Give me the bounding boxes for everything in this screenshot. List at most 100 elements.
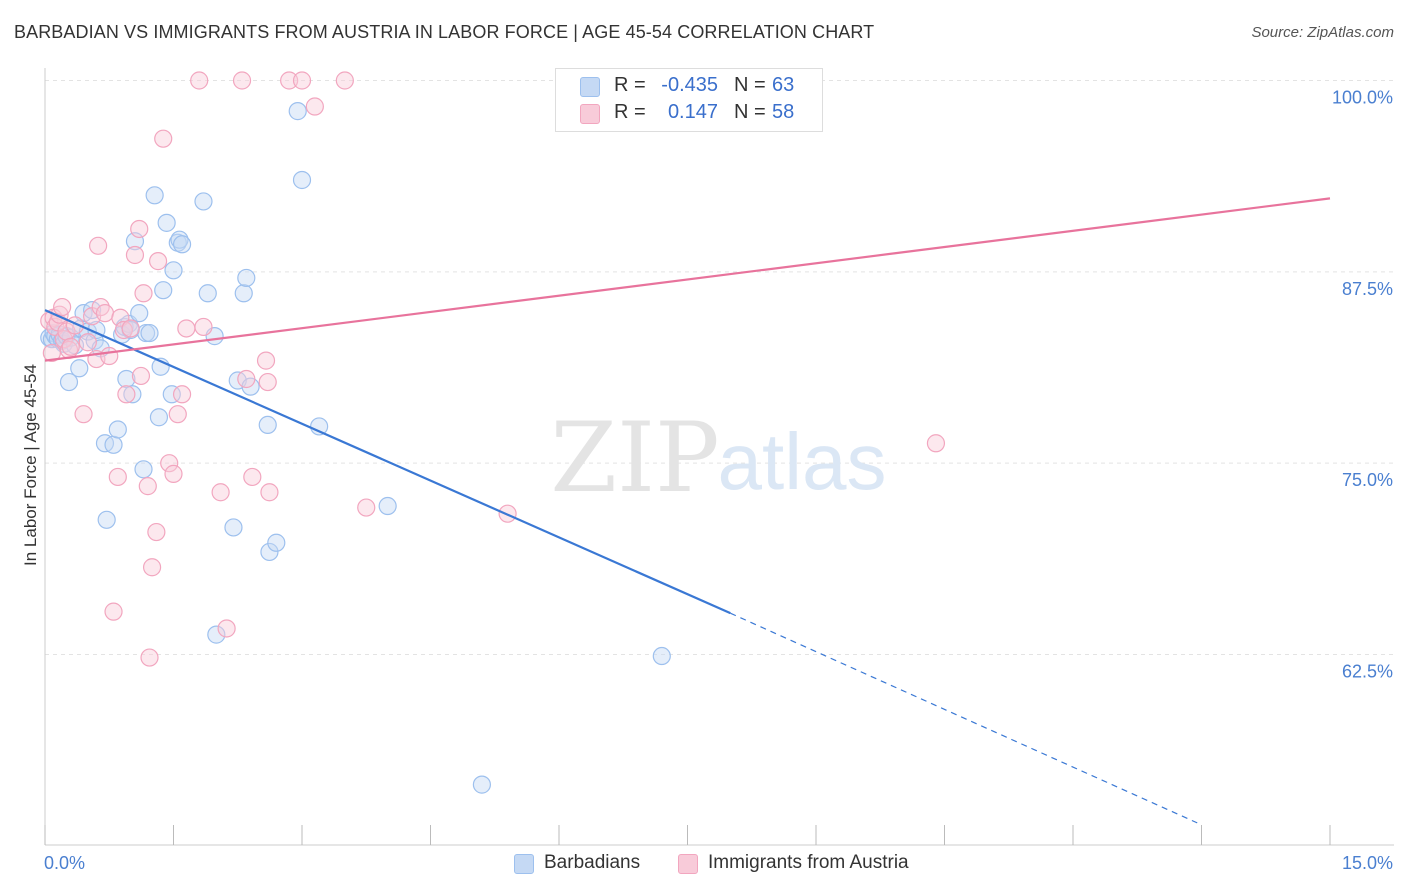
- point-barbadians: [198, 284, 217, 303]
- y-tick-label: 100.0%: [1332, 88, 1393, 108]
- y-tick-label: 75.0%: [1342, 470, 1393, 490]
- data-points: [40, 71, 946, 794]
- legend-swatch-barbadians: [580, 77, 600, 97]
- point-barbadians: [134, 460, 153, 479]
- point-austria: [95, 304, 115, 323]
- point-austria: [142, 558, 162, 577]
- n-label: N =: [734, 101, 766, 123]
- watermark-atlas: atlas: [718, 417, 887, 506]
- tick-labels: 62.5% 75.0% 87.5% 100.0% 0.0% 15.0%: [44, 88, 1393, 874]
- point-austria: [194, 317, 213, 337]
- y-tick-label: 62.5%: [1342, 662, 1393, 682]
- chart-title: BARBADIAN VS IMMIGRANTS FROM AUSTRIA IN …: [14, 22, 875, 42]
- point-barbadians: [267, 533, 286, 552]
- legend-swatch-barbadians: [514, 854, 534, 874]
- trendline-barbadians: [44, 309, 731, 615]
- point-austria: [121, 319, 140, 338]
- point-austria: [172, 385, 192, 404]
- point-austria: [154, 129, 173, 148]
- y-axis-title-wrap: In Labor Force | Age 45-54: [16, 300, 46, 630]
- point-austria: [114, 320, 133, 340]
- point-austria: [78, 333, 97, 352]
- point-barbadians: [130, 304, 149, 323]
- point-austria: [100, 346, 119, 366]
- point-barbadians: [97, 510, 116, 529]
- point-austria: [164, 464, 183, 483]
- point-barbadians: [234, 284, 253, 303]
- point-austria: [237, 369, 256, 389]
- point-barbadians: [59, 372, 79, 392]
- point-barbadians: [108, 420, 127, 439]
- n-label: N =: [734, 74, 766, 96]
- point-barbadians: [207, 625, 226, 644]
- point-austria: [160, 454, 179, 473]
- point-austria: [74, 405, 93, 424]
- point-barbadians: [378, 496, 397, 516]
- point-austria: [292, 71, 312, 90]
- r-label: R =: [614, 74, 646, 96]
- trendline-barbadians-extension: [730, 612, 1198, 824]
- legend-swatch-austria: [678, 854, 698, 874]
- point-austria: [53, 297, 72, 317]
- point-barbadians: [288, 102, 307, 121]
- point-barbadians: [260, 542, 279, 562]
- point-austria: [140, 648, 159, 667]
- point-austria: [89, 236, 108, 255]
- point-austria: [211, 483, 230, 502]
- point-barbadians: [652, 646, 671, 666]
- point-barbadians: [162, 385, 181, 404]
- point-barbadians: [194, 192, 213, 211]
- point-barbadians: [70, 359, 89, 378]
- point-barbadians: [224, 518, 243, 537]
- r-value: -0.435: [661, 74, 718, 96]
- n-value: 58: [772, 101, 795, 123]
- point-austria: [134, 284, 153, 303]
- point-austria: [217, 619, 236, 638]
- point-austria: [177, 319, 196, 338]
- point-austria: [117, 385, 136, 404]
- point-austria: [335, 71, 354, 90]
- point-austria: [357, 498, 376, 517]
- point-barbadians: [157, 213, 176, 232]
- x-tick-label: 15.0%: [1342, 853, 1393, 873]
- point-barbadians: [164, 261, 183, 280]
- stats-legend: R = -0.435 N = 63 R = 0.147 N = 58: [555, 68, 823, 132]
- point-austria: [42, 343, 61, 363]
- r-value: 0.147: [667, 101, 718, 123]
- axes: [44, 68, 1394, 846]
- point-barbadians: [237, 268, 256, 288]
- point-austria: [232, 71, 252, 90]
- point-barbadians: [292, 170, 312, 190]
- point-austria: [108, 467, 127, 487]
- point-austria: [104, 602, 123, 621]
- point-barbadians: [149, 408, 169, 427]
- point-austria: [256, 351, 276, 370]
- x-tick-label: 0.0%: [44, 853, 85, 873]
- trendlines: [44, 197, 1331, 824]
- point-austria: [125, 245, 145, 265]
- point-barbadians: [145, 186, 164, 205]
- point-barbadians: [104, 435, 123, 454]
- point-austria: [190, 71, 209, 90]
- trendline-austria: [44, 197, 1331, 362]
- point-barbadians: [154, 281, 173, 300]
- point-austria: [61, 337, 80, 356]
- legend-label-barbadians: Barbadians: [544, 852, 641, 873]
- point-barbadians: [123, 385, 142, 404]
- point-austria: [147, 522, 166, 542]
- point-barbadians: [140, 323, 159, 343]
- n-value: 63: [772, 74, 795, 96]
- point-barbadians: [258, 415, 277, 434]
- point-austria: [131, 366, 151, 386]
- point-austria: [148, 252, 168, 271]
- source-credit: Source: ZipAtlas.com: [1251, 24, 1394, 41]
- point-austria: [130, 219, 149, 239]
- point-austria: [258, 372, 277, 392]
- point-austria: [168, 405, 187, 424]
- gridlines: [45, 80, 1394, 655]
- series-legend: Barbadians Immigrants from Austria: [0, 852, 1406, 876]
- r-label: R =: [614, 101, 646, 123]
- point-austria: [260, 483, 279, 502]
- point-austria: [138, 477, 157, 496]
